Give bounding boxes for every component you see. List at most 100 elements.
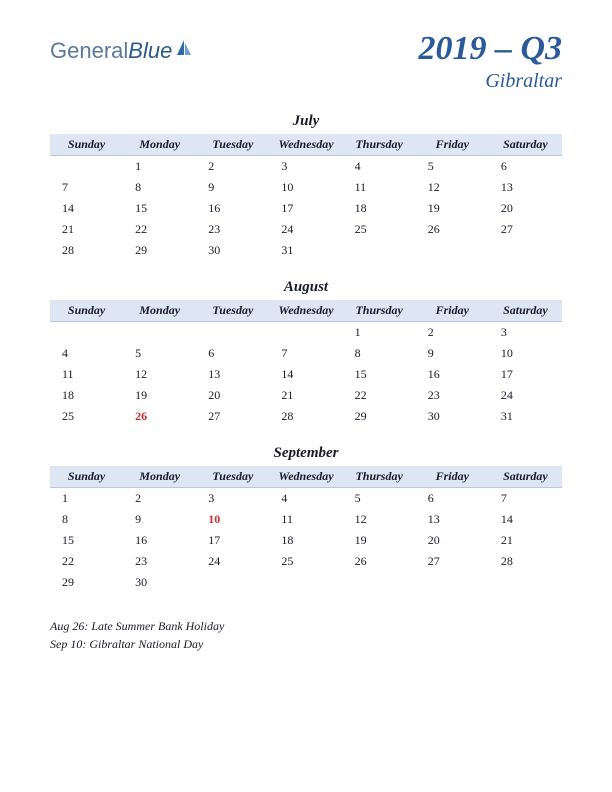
calendar-day [343, 572, 416, 593]
calendar-row: 123 [50, 322, 562, 344]
calendar-day: 6 [416, 488, 489, 510]
calendar-day: 9 [123, 509, 196, 530]
logo-text-1: General [50, 38, 128, 64]
calendar-day: 2 [123, 488, 196, 510]
calendar-day: 15 [50, 530, 123, 551]
calendar-day: 18 [269, 530, 342, 551]
calendar-day: 15 [343, 364, 416, 385]
calendar-day: 17 [269, 198, 342, 219]
quarter-title: 2019 – Q3 [418, 30, 562, 68]
weekday-header: Tuesday [196, 134, 269, 156]
weekday-header: Wednesday [269, 300, 342, 322]
calendar-day [123, 322, 196, 344]
calendar-day: 22 [50, 551, 123, 572]
month-name: August [50, 279, 562, 296]
logo: GeneralBlue [50, 38, 194, 64]
weekday-header: Friday [416, 134, 489, 156]
calendar-day: 22 [343, 385, 416, 406]
calendar-day: 26 [416, 219, 489, 240]
calendar-row: 28293031 [50, 240, 562, 261]
calendar-day [489, 572, 562, 593]
calendar-day: 31 [489, 406, 562, 427]
calendar-day: 10 [196, 509, 269, 530]
calendar-day: 26 [123, 406, 196, 427]
calendar-day: 11 [343, 177, 416, 198]
calendar-row: 11121314151617 [50, 364, 562, 385]
calendar-day: 6 [489, 156, 562, 178]
weekday-header: Wednesday [269, 134, 342, 156]
month-name: September [50, 445, 562, 462]
calendar-day: 28 [50, 240, 123, 261]
calendar-day: 15 [123, 198, 196, 219]
calendar-day: 3 [489, 322, 562, 344]
calendar-day: 8 [50, 509, 123, 530]
calendar-day: 10 [269, 177, 342, 198]
holiday-notes: Aug 26: Late Summer Bank HolidaySep 10: … [50, 617, 562, 653]
calendar-row: 1234567 [50, 488, 562, 510]
weekday-header: Thursday [343, 300, 416, 322]
calendar-day: 4 [50, 343, 123, 364]
calendar-day: 19 [123, 385, 196, 406]
calendar-day: 1 [343, 322, 416, 344]
calendar-day: 18 [50, 385, 123, 406]
calendar-day [50, 322, 123, 344]
calendar-day: 5 [343, 488, 416, 510]
weekday-header: Saturday [489, 300, 562, 322]
weekday-header: Monday [123, 300, 196, 322]
calendar-day: 8 [123, 177, 196, 198]
calendar-day: 4 [269, 488, 342, 510]
calendar-day: 9 [196, 177, 269, 198]
calendar-day: 17 [489, 364, 562, 385]
weekday-header: Saturday [489, 134, 562, 156]
calendar-day: 19 [343, 530, 416, 551]
weekday-header: Friday [416, 466, 489, 488]
calendar-day: 13 [489, 177, 562, 198]
calendar-day: 21 [50, 219, 123, 240]
calendar-day: 27 [196, 406, 269, 427]
calendar-day: 16 [123, 530, 196, 551]
holiday-note-line: Aug 26: Late Summer Bank Holiday [50, 617, 562, 635]
title-block: 2019 – Q3 Gibraltar [418, 30, 562, 93]
calendar-day: 16 [416, 364, 489, 385]
calendar-day: 25 [50, 406, 123, 427]
weekday-header: Sunday [50, 134, 123, 156]
calendar-day: 12 [416, 177, 489, 198]
calendar-table: SundayMondayTuesdayWednesdayThursdayFrid… [50, 134, 562, 261]
calendar-row: 2930 [50, 572, 562, 593]
calendar-day: 24 [489, 385, 562, 406]
month-block: July SundayMondayTuesdayWednesdayThursday… [50, 113, 562, 261]
calendar-row: 25262728293031 [50, 406, 562, 427]
calendar-row: 21222324252627 [50, 219, 562, 240]
calendar-day: 2 [196, 156, 269, 178]
calendar-day: 29 [343, 406, 416, 427]
calendar-day: 14 [50, 198, 123, 219]
calendar-day [196, 322, 269, 344]
calendar-day: 1 [123, 156, 196, 178]
calendar-day: 30 [416, 406, 489, 427]
calendar-day: 27 [489, 219, 562, 240]
calendar-day: 16 [196, 198, 269, 219]
calendar-day: 29 [50, 572, 123, 593]
calendar-day: 30 [196, 240, 269, 261]
calendar-day: 14 [489, 509, 562, 530]
calendar-day: 11 [50, 364, 123, 385]
calendar-day: 25 [343, 219, 416, 240]
calendar-day: 29 [123, 240, 196, 261]
calendar-day: 31 [269, 240, 342, 261]
calendar-day: 21 [269, 385, 342, 406]
calendar-day: 13 [416, 509, 489, 530]
calendar-day: 20 [196, 385, 269, 406]
header: GeneralBlue 2019 – Q3 Gibraltar [50, 30, 562, 93]
month-name: July [50, 113, 562, 130]
calendar-day: 21 [489, 530, 562, 551]
calendar-row: 22232425262728 [50, 551, 562, 572]
calendar-day: 9 [416, 343, 489, 364]
month-block: SeptemberSundayMondayTuesdayWednesdayThu… [50, 445, 562, 593]
calendar-day [343, 240, 416, 261]
calendar-row: 78910111213 [50, 177, 562, 198]
calendar-day: 12 [343, 509, 416, 530]
calendar-day: 23 [416, 385, 489, 406]
calendar-table: SundayMondayTuesdayWednesdayThursdayFrid… [50, 300, 562, 427]
calendar-day [489, 240, 562, 261]
calendar-day: 20 [489, 198, 562, 219]
